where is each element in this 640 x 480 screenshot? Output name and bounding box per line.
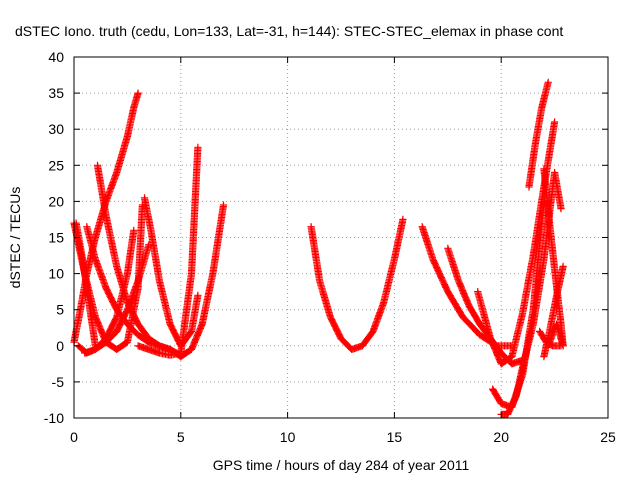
y-tick-label: 40 <box>48 49 64 65</box>
x-tick-label: 5 <box>177 429 185 445</box>
y-tick-label: 35 <box>48 85 64 101</box>
data-series <box>72 219 99 350</box>
x-axis-label: GPS time / hours of day 284 of year 2011 <box>213 457 470 473</box>
y-tick-label: -10 <box>44 410 64 426</box>
grid <box>74 57 608 418</box>
axis-ticks <box>73 56 609 419</box>
y-tick-label: -5 <box>52 374 65 390</box>
chart-title: dSTEC Iono. truth (cedu, Lon=133, Lat=-3… <box>15 23 563 39</box>
y-tick-label: 30 <box>48 121 64 137</box>
data-points <box>70 78 567 418</box>
data-point-markers <box>72 219 99 350</box>
y-tick-label: 20 <box>48 193 64 209</box>
data-point-markers <box>177 201 228 361</box>
y-axis-label: dSTEC / TECUs <box>7 187 23 289</box>
x-tick-label: 15 <box>387 429 403 445</box>
x-tick-label: 25 <box>600 429 616 445</box>
data-series <box>307 215 407 353</box>
data-point-markers <box>544 320 567 350</box>
data-series <box>134 143 202 359</box>
data-point-markers <box>307 215 407 353</box>
data-series <box>525 78 552 191</box>
tick-labels: 0 5 10 15 20 25 -10 -5 0 5 10 15 20 25 30 35 40 <box>44 49 616 445</box>
data-series <box>544 320 567 350</box>
data-point-markers <box>81 241 153 357</box>
y-tick-label: 25 <box>48 157 64 173</box>
data-point-markers <box>525 78 552 191</box>
data-series <box>177 201 228 361</box>
data-series <box>81 241 153 357</box>
y-tick-label: 5 <box>56 302 64 318</box>
x-tick-label: 20 <box>493 429 509 445</box>
x-tick-label: 0 <box>70 429 78 445</box>
x-tick-label: 10 <box>280 429 296 445</box>
data-series <box>474 118 559 368</box>
y-tick-label: 15 <box>48 230 64 246</box>
y-tick-label: 0 <box>56 338 64 354</box>
data-point-markers <box>134 143 202 359</box>
data-point-markers <box>474 118 559 368</box>
y-tick-label: 10 <box>48 266 64 282</box>
